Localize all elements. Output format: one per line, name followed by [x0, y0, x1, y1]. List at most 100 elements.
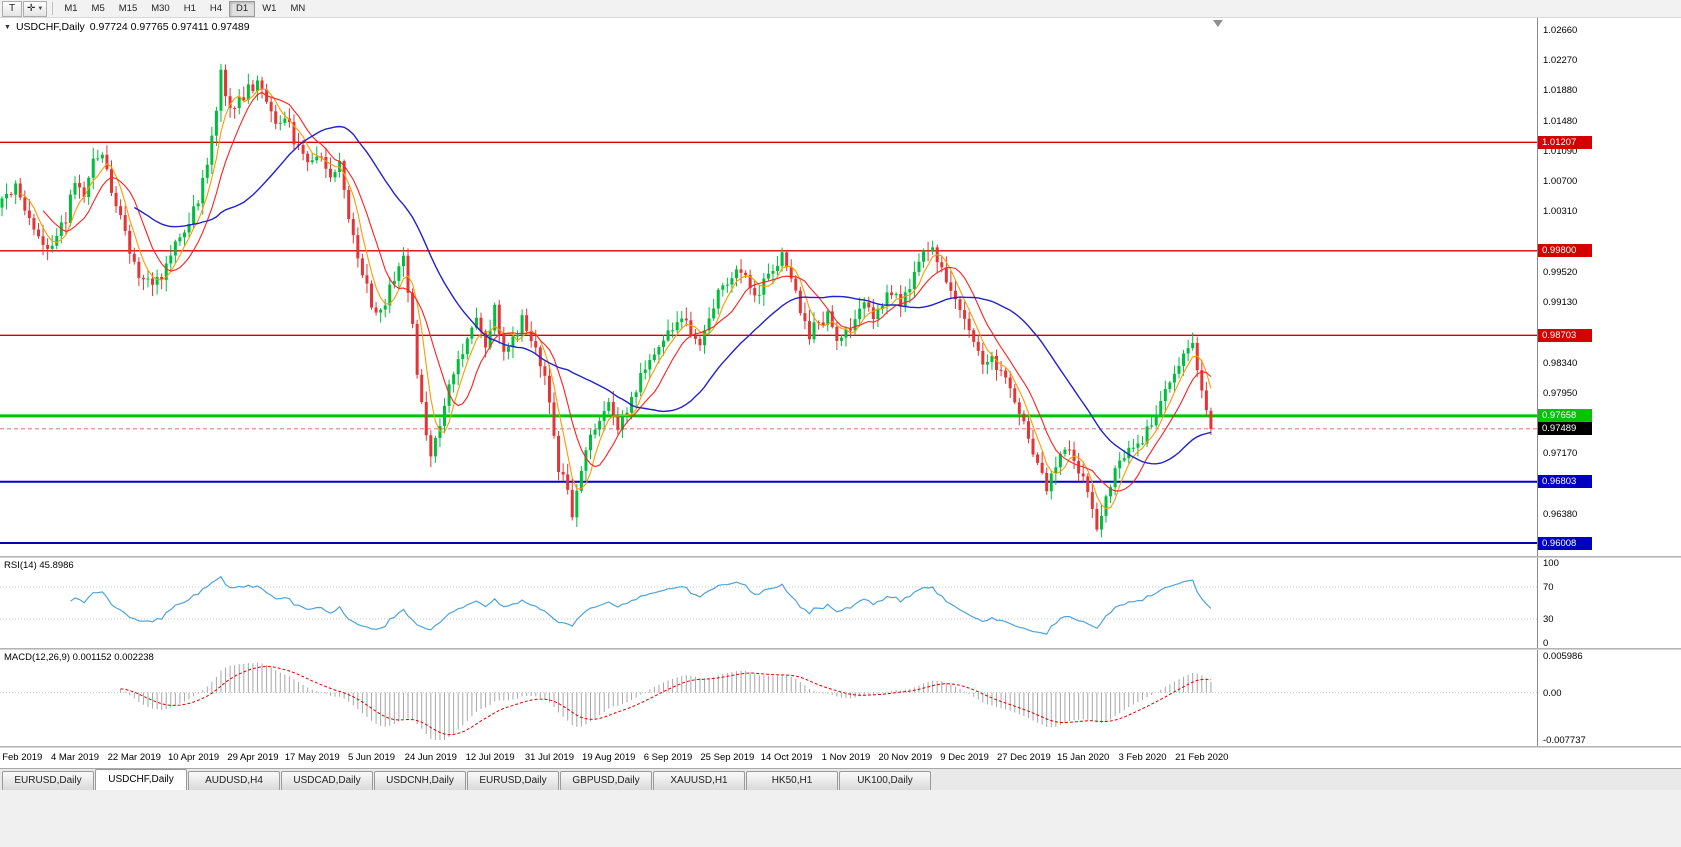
price-axis-label: 0.99520 — [1543, 267, 1578, 279]
chart-tab-xauusd-h1[interactable]: XAUUSD,H1 — [653, 771, 745, 790]
date-axis-label: 14 Oct 2019 — [760, 752, 813, 763]
macd-pane: MACD(12,26,9) 0.001152 0.002238 0.005986… — [0, 650, 1681, 746]
chart-tab-uk100-daily[interactable]: UK100,Daily — [839, 771, 931, 790]
chart-symbol-label: USDCHF,Daily — [15, 21, 85, 33]
date-axis-label: 21 Feb 2020 — [1175, 752, 1229, 763]
chart-ohlc-values: 0.97724 0.97765 0.97411 0.97489 — [89, 21, 250, 33]
rsi-indicator-label: RSI(14) 45.8986 — [4, 560, 74, 571]
level-price-badge: 0.96803 — [1538, 475, 1592, 489]
pane-splitter[interactable] — [0, 648, 1681, 650]
date-axis-label: 12 Jul 2019 — [465, 752, 515, 763]
toolbar-separator — [52, 2, 54, 15]
timeframe-button-h4[interactable]: H4 — [209, 3, 223, 14]
date-axis-label: 1 Nov 2019 — [821, 752, 871, 763]
date-axis-label: 20 Nov 2019 — [878, 752, 933, 763]
pane-splitter[interactable] — [0, 746, 1681, 748]
price-axis-label: 1.00700 — [1543, 176, 1578, 188]
rsi-pane: RSI(14) 45.8986 100 70 30 0 — [0, 558, 1681, 648]
date-axis-label: 24 Jun 2019 — [404, 752, 457, 763]
dropdown-arrow-icon: ▼ — [37, 5, 44, 12]
macd-histogram — [120, 662, 1212, 740]
date-axis-label: 19 Aug 2019 — [582, 752, 636, 763]
price-chart-svg[interactable] — [0, 18, 1537, 556]
level-price-badge: 0.98703 — [1538, 328, 1592, 342]
macd-axis-label: -0.007737 — [1543, 735, 1586, 746]
macd-indicator-label: MACD(12,26,9) 0.001152 0.002238 — [4, 652, 154, 663]
level-price-badge: 1.01207 — [1538, 135, 1592, 149]
status-area — [0, 790, 1681, 847]
date-axis-label: 9 Dec 2019 — [940, 752, 989, 763]
candles-group — [0, 63, 1213, 538]
level-price-badge: 0.96008 — [1538, 536, 1592, 550]
price-axis-label: 0.98340 — [1543, 358, 1578, 370]
macd-axis[interactable]: 0.005986 0.00 -0.007737 — [1537, 650, 1681, 746]
date-axis-label: 4 Mar 2019 — [50, 752, 100, 763]
macd-axis-label: 0.005986 — [1543, 651, 1583, 662]
horizontal-level-lines — [0, 141, 1537, 545]
rsi-axis-label: 30 — [1543, 614, 1554, 625]
chart-tab-eurusd-daily[interactable]: EURUSD,Daily — [2, 771, 94, 790]
timeframe-button-m5[interactable]: M5 — [91, 3, 105, 14]
chart-tab-usdcad-daily[interactable]: USDCAD,Daily — [281, 771, 373, 790]
rsi-axis-label: 70 — [1543, 582, 1554, 593]
rsi-chart-svg[interactable] — [0, 558, 1537, 648]
price-axis-label: 1.01090 — [1543, 146, 1578, 158]
macd-axis-label: 0.00 — [1543, 687, 1562, 699]
price-axis-label: 1.02660 — [1543, 25, 1578, 37]
level-price-badge: 0.97658 — [1538, 409, 1592, 423]
text-tool-button[interactable]: T — [2, 0, 22, 17]
moving-average-10-line — [42, 91, 1212, 492]
moving-average-30-line — [133, 125, 1212, 465]
date-axis-label: 29 Apr 2019 — [227, 752, 279, 763]
price-axis-label: 0.96380 — [1543, 509, 1578, 521]
collapse-icon[interactable]: ▼ — [4, 23, 11, 31]
date-axis-label: 27 Dec 2019 — [996, 752, 1051, 763]
chart-tab-bar: EURUSD,Daily USDCHF,Daily AUDUSD,H4 USDCAD,… — [0, 768, 1681, 790]
cursor-tool-button[interactable]: ✛ ▼ — [23, 0, 48, 17]
chart-tab-audusd-h4[interactable]: AUDUSD,H4 — [188, 771, 280, 790]
date-axis-label: 22 Mar 2019 — [107, 752, 161, 763]
chart-shift-marker[interactable] — [1212, 20, 1223, 27]
chart-tab-hk50-h1[interactable]: HK50,H1 — [746, 771, 838, 790]
price-axis-label: 1.02270 — [1543, 55, 1578, 67]
rsi-line — [70, 575, 1212, 635]
current-price-badge: 0.97489 — [1538, 422, 1592, 436]
date-axis-label: 6 Sep 2019 — [643, 752, 693, 763]
timeframe-button-m30[interactable]: M30 — [151, 3, 170, 14]
pane-splitter[interactable] — [0, 556, 1681, 558]
chart-tab-usdchf-daily[interactable]: USDCHF,Daily — [95, 769, 187, 790]
cursor-tool-icon: ✛ — [27, 3, 36, 14]
macd-chart-svg[interactable] — [0, 650, 1537, 746]
timeframe-button-h1[interactable]: H1 — [183, 3, 196, 14]
rsi-axis-label: 0 — [1543, 638, 1549, 648]
timeframe-button-m1[interactable]: M1 — [64, 3, 78, 14]
date-axis-label: 31 Jul 2019 — [524, 752, 574, 763]
price-axis-label: 0.99130 — [1543, 297, 1578, 309]
chart-tab-eurusd-daily[interactable]: EURUSD,Daily — [467, 771, 559, 790]
price-axis-label: 0.97950 — [1543, 388, 1578, 400]
date-axis-label: 25 Sep 2019 — [700, 752, 755, 763]
chart-tab-gbpusd-daily[interactable]: GBPUSD,Daily — [560, 771, 652, 790]
chart-header: ▼ USDCHF,Daily 0.97724 0.97765 0.97411 0… — [4, 21, 250, 33]
rsi-axis-label: 100 — [1543, 558, 1559, 569]
timeframe-button-mn[interactable]: MN — [290, 3, 306, 14]
date-axis-label: 5 Jun 2019 — [348, 752, 396, 763]
date-axis-label: 17 May 2019 — [284, 752, 340, 763]
rsi-axis[interactable]: 100 70 30 0 — [1537, 558, 1681, 648]
main-chart-pane: ▼ USDCHF,Daily 0.97724 0.97765 0.97411 0… — [0, 18, 1681, 556]
timeframe-button-d1[interactable]: D1 — [229, 0, 256, 17]
level-price-badge: 0.99800 — [1538, 244, 1592, 258]
date-axis-label: 10 Apr 2019 — [167, 752, 220, 763]
price-axis-label: 1.00310 — [1543, 206, 1578, 218]
timeframe-button-m15[interactable]: M15 — [118, 3, 138, 14]
date-axis-label: 15 Jan 2020 — [1057, 752, 1110, 763]
price-axis[interactable]: 1.02660 1.02270 1.01880 1.01480 1.01090 1.007… — [1537, 18, 1681, 556]
chart-tab-usdcnh-daily[interactable]: USDCNH,Daily — [374, 771, 466, 790]
timeframe-button-w1[interactable]: W1 — [262, 3, 277, 14]
date-axis-label: 13 Feb 2019 — [0, 752, 43, 763]
date-axis-label: 3 Feb 2020 — [1118, 752, 1167, 763]
price-axis-label: 1.01880 — [1543, 85, 1578, 97]
date-axis[interactable]: 13 Feb 2019 4 Mar 2019 22 Mar 2019 10 Apr 2… — [0, 748, 1681, 768]
price-axis-label: 0.97170 — [1543, 448, 1578, 460]
